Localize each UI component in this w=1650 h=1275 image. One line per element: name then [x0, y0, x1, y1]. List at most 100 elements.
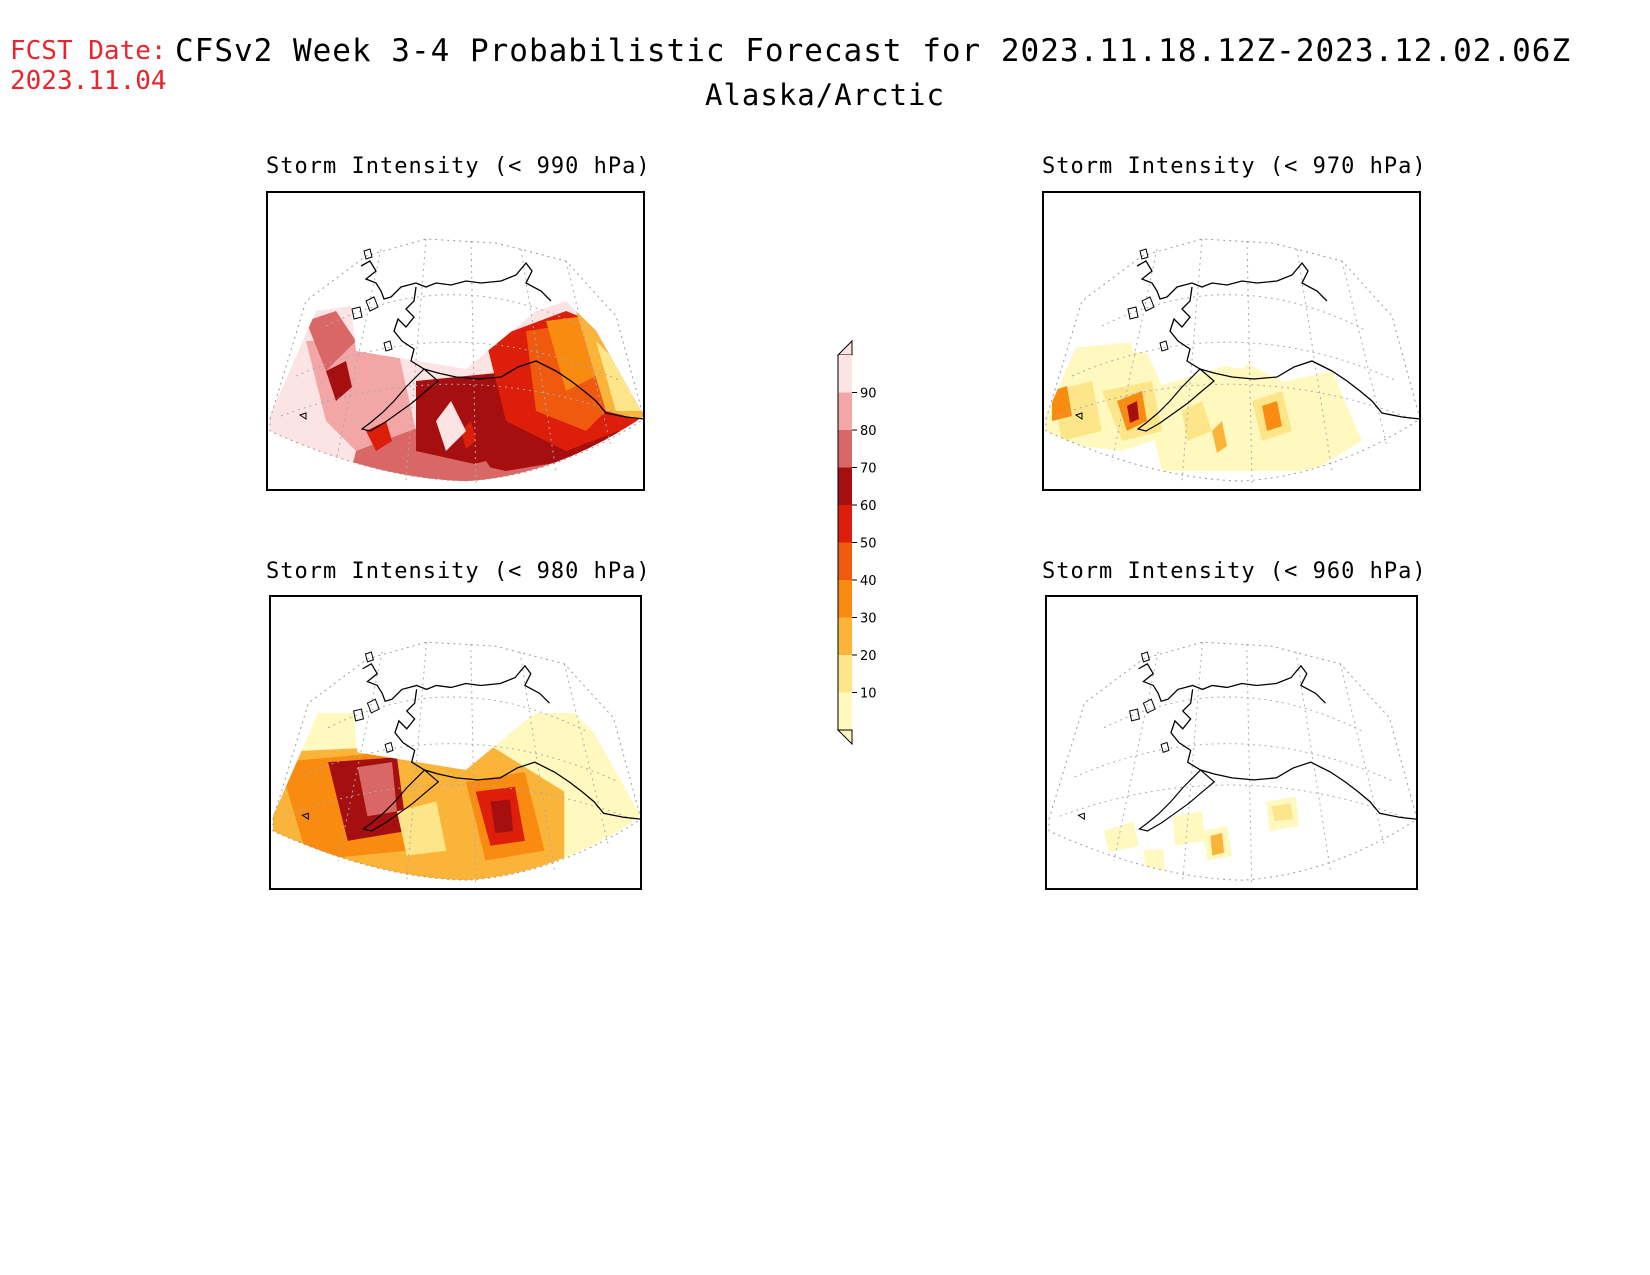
colorbar: 10 20 30 40 50 60 70 80 90 — [836, 339, 877, 745]
island — [1141, 296, 1155, 312]
island — [1127, 306, 1139, 320]
graticule-line — [298, 743, 619, 783]
island — [1129, 708, 1141, 722]
probability-contour — [1182, 401, 1212, 441]
island — [1160, 741, 1170, 753]
graticule-line — [1341, 260, 1388, 447]
colorbar-bottom-cap — [836, 729, 853, 745]
island — [301, 812, 309, 821]
probability-contour — [357, 762, 397, 817]
colorbar-top-cap — [836, 339, 853, 356]
graticule-line — [283, 784, 634, 820]
panel-frame — [269, 595, 642, 890]
graticule-line — [1074, 743, 1395, 783]
probability-contour — [1271, 803, 1294, 822]
graticule-line — [406, 642, 427, 881]
coastline-south — [1170, 689, 1418, 820]
coastline-north — [1136, 260, 1328, 302]
probability-contour — [1212, 421, 1227, 453]
colorbar-segment — [838, 505, 852, 543]
probability-contour — [1210, 832, 1225, 856]
island — [1142, 698, 1156, 714]
island — [363, 248, 373, 260]
colorbar-segment — [838, 355, 852, 393]
colorbar-tick-label: 20 — [860, 649, 877, 664]
probability-contour — [326, 361, 352, 401]
alaska-peninsula — [360, 368, 439, 432]
colorbar-tick-label: 30 — [860, 612, 877, 627]
alaska-peninsula — [1138, 769, 1216, 832]
graticule-line — [1296, 248, 1333, 472]
probability-contour — [461, 421, 476, 449]
coastline-north — [362, 662, 550, 704]
island — [351, 306, 363, 320]
graticule-line — [280, 383, 637, 420]
map-boundary — [272, 641, 642, 881]
forecast-field — [1104, 796, 1299, 873]
island — [298, 412, 307, 420]
colorbar-segment — [838, 430, 852, 468]
alaska-peninsula — [1136, 368, 1215, 432]
probability-contour — [366, 421, 392, 451]
panel-background — [1045, 595, 1418, 890]
panel-title-960: Storm Intensity (< 960 hPa) — [1042, 559, 1427, 584]
colorbar-segment — [838, 580, 852, 618]
colorbar-segment — [838, 467, 852, 505]
island — [383, 340, 393, 352]
island — [384, 741, 394, 753]
graticule-line — [1113, 651, 1159, 861]
colorbar-segment — [838, 655, 852, 693]
graticule-line — [1246, 240, 1253, 484]
probability-contour — [1172, 811, 1205, 846]
graticule-line — [470, 240, 477, 484]
graticule-line — [405, 238, 427, 482]
colorbar-tick-label: 10 — [860, 687, 877, 702]
island — [1074, 412, 1083, 420]
graticule-line — [1246, 644, 1253, 883]
forecast-date: 2023.11.04 — [10, 66, 167, 96]
map-boundary — [269, 238, 645, 482]
graticule-line — [470, 644, 477, 883]
panel-title-970: Storm Intensity (< 970 hPa) — [1042, 154, 1427, 179]
graticule-line — [1103, 696, 1366, 734]
region-subtitle: Alaska/Arctic — [705, 78, 945, 112]
colorbar-segment — [838, 617, 852, 655]
graticule-line — [1071, 341, 1398, 382]
graticule-line — [519, 651, 555, 871]
graticule-line — [327, 696, 590, 734]
probability-contour — [1104, 821, 1139, 853]
colorbar-segment — [838, 542, 852, 580]
graticule-line — [335, 248, 382, 462]
graticule-line — [1059, 784, 1410, 820]
probability-contour — [1262, 401, 1282, 431]
colorbar-tick-label: 50 — [860, 537, 877, 552]
island — [1159, 340, 1169, 352]
colorbar-segment — [838, 692, 852, 730]
colorbar-tick-label: 90 — [860, 387, 877, 402]
panel-frame — [1042, 191, 1421, 491]
map-panel-990 — [266, 191, 645, 491]
map-panel-980 — [269, 595, 642, 890]
coastline-north — [1138, 662, 1326, 704]
graticule-line — [1101, 294, 1368, 332]
graticule-line — [337, 651, 383, 861]
panel-frame — [1045, 595, 1418, 890]
colorbar-tick-label: 80 — [860, 424, 877, 439]
graticule-line — [1056, 383, 1413, 420]
coastline-north — [360, 260, 552, 302]
graticule-line — [325, 294, 592, 332]
probability-contour — [1127, 401, 1139, 423]
graticule-line — [520, 248, 557, 472]
coastline-south — [393, 286, 645, 420]
graticule-line — [1339, 663, 1386, 846]
forecast-date-label: FCST Date: — [10, 36, 167, 66]
island — [1140, 651, 1150, 663]
colorbar-segment — [838, 392, 852, 430]
island — [366, 698, 380, 714]
map-boundary — [1048, 641, 1418, 881]
graticule-line — [1182, 642, 1203, 881]
page-title: CFSv2 Week 3-4 Probabilistic Forecast fo… — [175, 33, 1572, 69]
graticule-line — [563, 663, 610, 846]
island — [364, 651, 374, 663]
probability-contour — [436, 401, 466, 451]
